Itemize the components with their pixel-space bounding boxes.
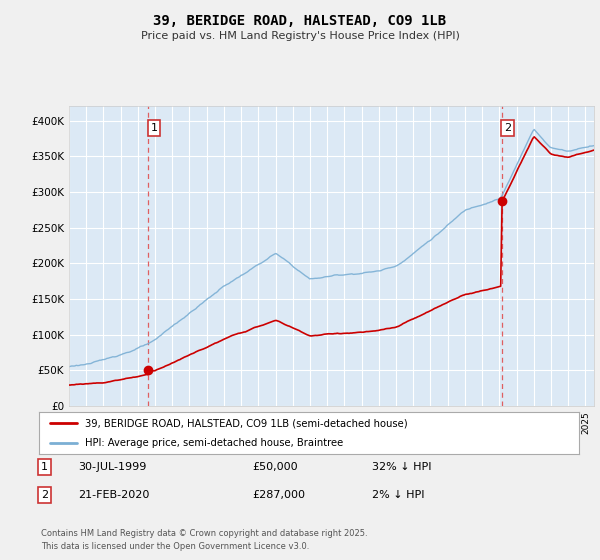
Text: 1: 1 (151, 123, 157, 133)
Text: This data is licensed under the Open Government Licence v3.0.: This data is licensed under the Open Gov… (41, 542, 309, 551)
Text: Price paid vs. HM Land Registry's House Price Index (HPI): Price paid vs. HM Land Registry's House … (140, 31, 460, 41)
Text: 32% ↓ HPI: 32% ↓ HPI (372, 462, 431, 472)
Text: 39, BERIDGE ROAD, HALSTEAD, CO9 1LB (semi-detached house): 39, BERIDGE ROAD, HALSTEAD, CO9 1LB (sem… (85, 418, 407, 428)
Text: 30-JUL-1999: 30-JUL-1999 (78, 462, 146, 472)
Text: £50,000: £50,000 (252, 462, 298, 472)
Text: 2% ↓ HPI: 2% ↓ HPI (372, 490, 425, 500)
Text: Contains HM Land Registry data © Crown copyright and database right 2025.: Contains HM Land Registry data © Crown c… (41, 529, 367, 538)
Text: 2: 2 (41, 490, 48, 500)
Text: 1: 1 (41, 462, 48, 472)
Text: £287,000: £287,000 (252, 490, 305, 500)
Text: HPI: Average price, semi-detached house, Braintree: HPI: Average price, semi-detached house,… (85, 438, 343, 448)
Text: 21-FEB-2020: 21-FEB-2020 (78, 490, 149, 500)
Text: 2: 2 (504, 123, 511, 133)
Text: 39, BERIDGE ROAD, HALSTEAD, CO9 1LB: 39, BERIDGE ROAD, HALSTEAD, CO9 1LB (154, 14, 446, 28)
